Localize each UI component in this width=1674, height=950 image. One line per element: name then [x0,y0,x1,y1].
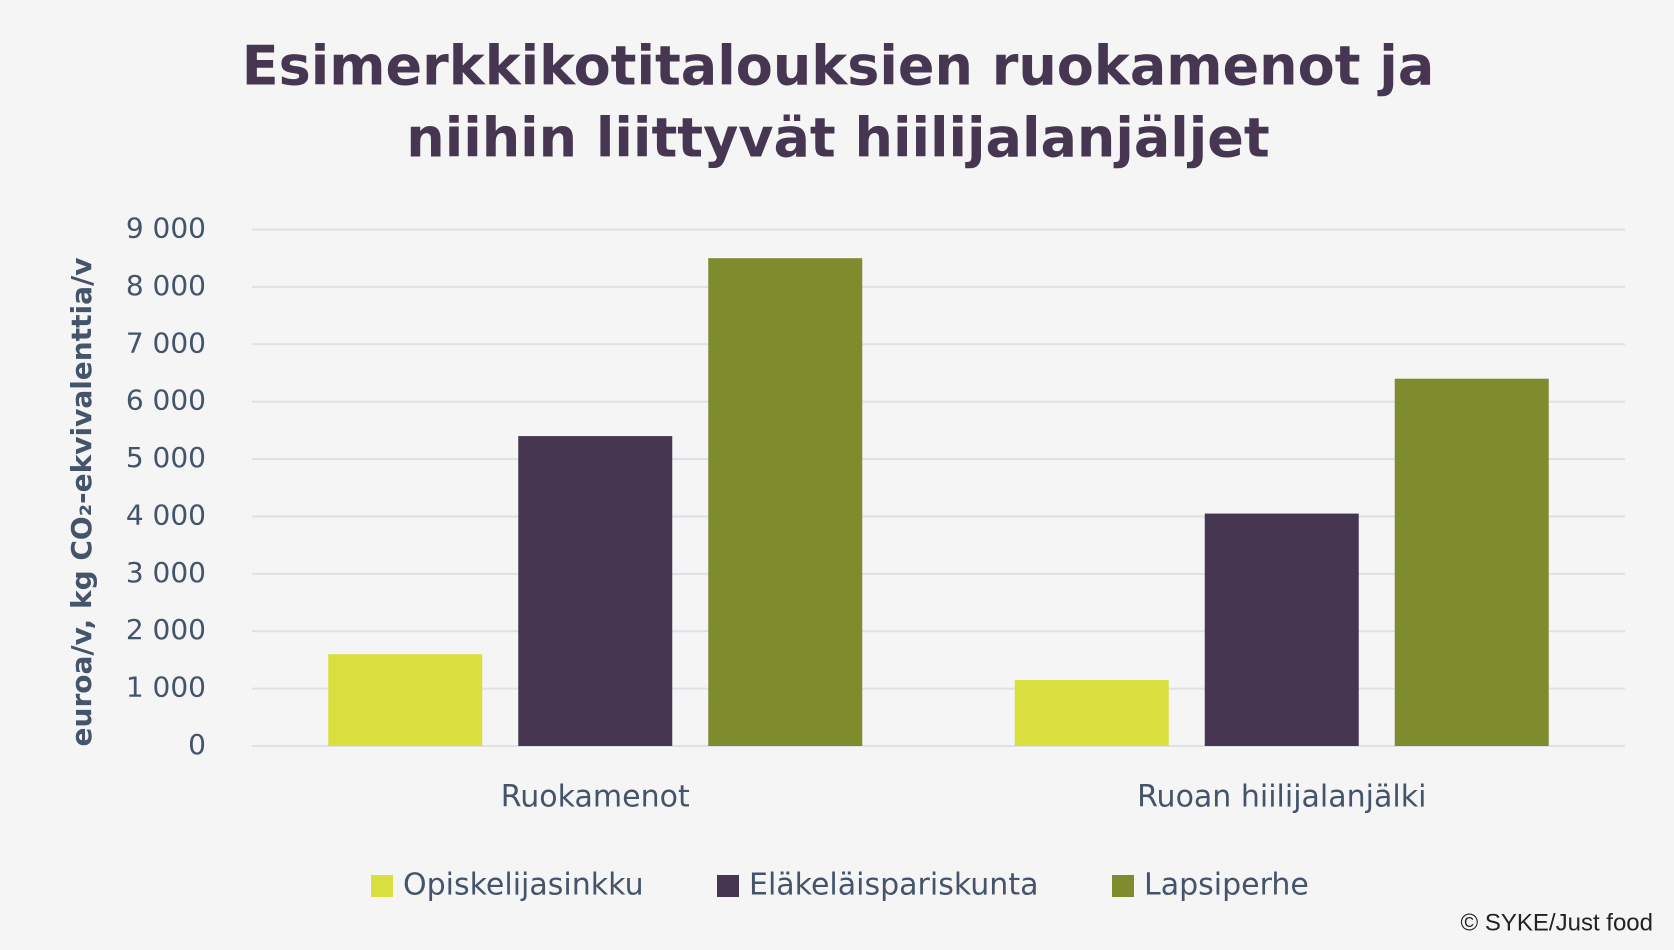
legend-swatch [717,875,739,897]
source-note: © SYKE/Just food [1461,909,1653,936]
y-tick-label: 1 000 [126,671,206,704]
y-tick-label: 6 000 [126,384,206,417]
y-tick-label: 5 000 [126,441,206,474]
legend-label: Lapsiperhe [1144,868,1309,903]
y-tick-label: 3 000 [126,556,206,589]
bar [1204,513,1359,746]
y-tick-label: 0 [188,728,206,761]
legend-swatch [371,875,393,897]
bar [518,436,673,746]
y-tick-label: 4 000 [126,498,206,531]
bar [1394,378,1549,746]
chart-title: niihin liittyvät hiilijalanjäljet [406,107,1270,170]
y-axis-label: euroa/v, kg CO₂-ekvivalenttia/v [65,258,98,747]
y-tick-label: 9 000 [126,212,206,245]
bar [328,654,483,746]
x-tick-label: Ruokamenot [501,780,690,815]
bar [1014,680,1169,746]
legend-label: Eläkeläispariskunta [749,868,1038,903]
y-tick-label: 8 000 [126,269,206,302]
legend-label: Opiskelijasinkku [403,868,644,903]
chart-title: Esimerkkikotitalouksien ruokamenot ja [242,35,1435,98]
legend-swatch [1112,875,1134,897]
x-tick-label: Ruoan hiilijalanjälki [1137,780,1426,815]
bar [708,258,863,746]
y-tick-label: 2 000 [126,613,206,646]
y-tick-label: 7 000 [126,326,206,359]
